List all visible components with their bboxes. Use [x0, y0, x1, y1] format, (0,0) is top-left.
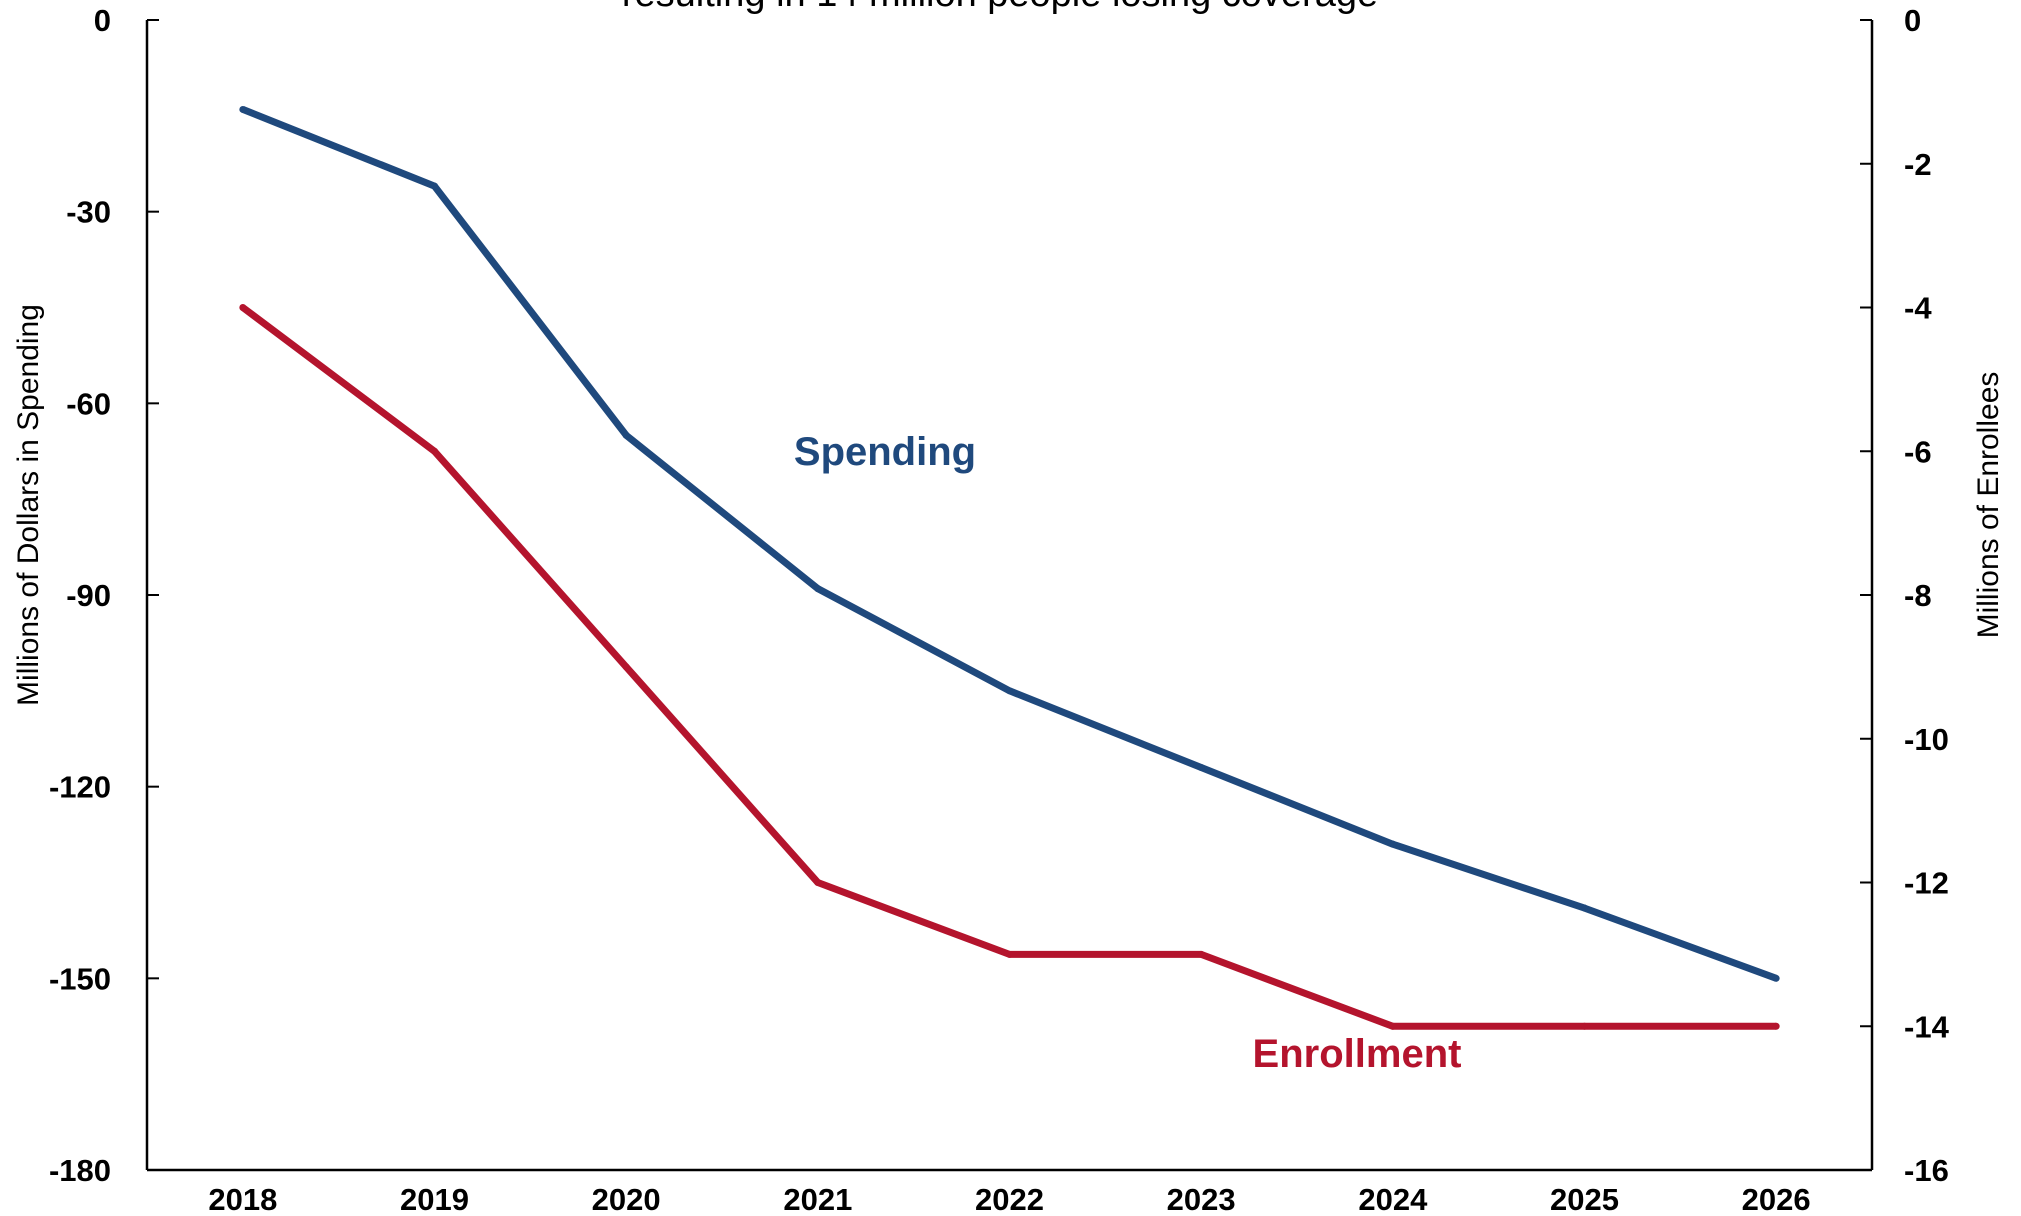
- left-tick-label: -90: [66, 578, 111, 613]
- right-tick-label: -6: [1904, 434, 1932, 469]
- spending-point: [431, 182, 438, 190]
- spending-point: [239, 105, 247, 113]
- spending-series-label: Spending: [794, 430, 976, 474]
- right-tick-label: -4: [1904, 291, 1932, 326]
- left-tick-label: -180: [49, 1153, 111, 1188]
- enrollment-point: [1772, 1022, 1780, 1030]
- enrollment-point: [239, 304, 247, 311]
- spending-line: [241, 106, 1778, 982]
- right-tick-label: 0: [1904, 3, 1921, 38]
- spending-point: [622, 431, 630, 439]
- x-tick-label: 2021: [783, 1182, 852, 1216]
- right-tick-label: -2: [1904, 147, 1932, 182]
- series-layer: [239, 105, 1780, 1030]
- x-axis-ticks: 2018 2019 2020 2021 2022 2023 2024 2025 2026: [208, 1182, 1810, 1216]
- right-tick-label: -16: [1904, 1153, 1949, 1188]
- enrollment-point: [431, 447, 438, 455]
- x-tick-label: 2018: [208, 1182, 277, 1216]
- x-tick-label: 2025: [1550, 1182, 1619, 1216]
- right-axis-title: Millions of Enrollees: [1972, 372, 2005, 639]
- spending-point: [1389, 840, 1397, 848]
- left-tick-label: -30: [66, 195, 111, 230]
- x-tick-label: 2026: [1742, 1182, 1811, 1216]
- right-axis-ticks: 0 -2 -4 -6 -8 -10 -12 -14 -16: [1860, 3, 1950, 1188]
- enrollment-point: [1389, 1022, 1397, 1030]
- right-tick-label: -12: [1904, 866, 1949, 901]
- x-tick-label: 2024: [1358, 1182, 1428, 1216]
- x-tick-label: 2020: [592, 1182, 661, 1216]
- x-tick-label: 2023: [1167, 1182, 1236, 1216]
- right-tick-label: -8: [1904, 578, 1932, 613]
- x-tick-label: 2019: [400, 1182, 469, 1216]
- spending-point: [1197, 764, 1205, 771]
- chart-title: resulting in 14 million people losing co…: [622, 0, 1378, 15]
- spending-point: [1581, 904, 1588, 912]
- x-tick-label: 2022: [975, 1182, 1044, 1216]
- spending-point: [814, 585, 822, 593]
- left-axis-ticks: 0 -30 -60 -90 -120 -150 -180: [49, 3, 159, 1188]
- enrollment-point: [1006, 950, 1013, 958]
- enrollment-point: [1581, 1022, 1588, 1030]
- enrollment-point: [1197, 950, 1205, 958]
- right-tick-label: -14: [1904, 1009, 1950, 1044]
- enrollment-series-label: Enrollment: [1253, 1032, 1462, 1076]
- enrollment-point: [622, 663, 630, 671]
- left-tick-label: -150: [49, 961, 111, 996]
- enrollment-point: [814, 879, 822, 886]
- spending-point: [1772, 974, 1780, 982]
- right-tick-label: -10: [1904, 722, 1949, 757]
- left-tick-label: -120: [49, 770, 111, 805]
- left-axis-title: Millions of Dollars in Spending: [12, 304, 45, 706]
- left-tick-label: -60: [66, 386, 111, 421]
- spending-point: [1006, 687, 1013, 695]
- enrollment-line: [240, 304, 1777, 1030]
- left-tick-label: 0: [94, 3, 111, 38]
